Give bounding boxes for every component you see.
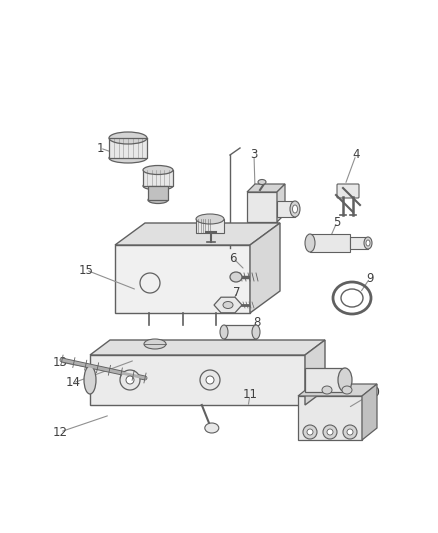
Polygon shape	[362, 384, 377, 440]
Polygon shape	[115, 223, 280, 245]
Polygon shape	[305, 368, 345, 392]
Ellipse shape	[220, 325, 228, 339]
Text: 1: 1	[96, 141, 104, 155]
Ellipse shape	[126, 376, 134, 384]
Polygon shape	[196, 219, 224, 233]
Text: 8: 8	[253, 317, 261, 329]
Text: 11: 11	[243, 389, 258, 401]
Ellipse shape	[307, 429, 313, 435]
Ellipse shape	[84, 366, 96, 394]
Ellipse shape	[109, 153, 147, 163]
Ellipse shape	[341, 289, 363, 307]
Ellipse shape	[148, 197, 168, 204]
Text: 2: 2	[161, 166, 169, 179]
Polygon shape	[250, 223, 280, 313]
Ellipse shape	[293, 205, 297, 213]
Ellipse shape	[323, 425, 337, 439]
Ellipse shape	[144, 339, 166, 349]
Text: 3: 3	[250, 149, 258, 161]
FancyBboxPatch shape	[337, 184, 359, 198]
Text: 9: 9	[366, 271, 374, 285]
Text: 4: 4	[352, 149, 360, 161]
Ellipse shape	[338, 368, 352, 392]
Text: 10: 10	[366, 386, 381, 400]
Polygon shape	[247, 184, 285, 192]
Polygon shape	[214, 297, 242, 313]
Ellipse shape	[206, 376, 214, 384]
Text: 7: 7	[233, 286, 241, 298]
Text: 15: 15	[78, 263, 93, 277]
Ellipse shape	[322, 386, 332, 394]
Polygon shape	[143, 170, 173, 186]
Ellipse shape	[120, 370, 140, 390]
Ellipse shape	[200, 370, 220, 390]
Ellipse shape	[258, 180, 266, 184]
Ellipse shape	[109, 132, 147, 144]
Ellipse shape	[252, 325, 260, 339]
Ellipse shape	[223, 302, 233, 309]
Text: 6: 6	[229, 252, 237, 264]
Ellipse shape	[342, 386, 352, 394]
Ellipse shape	[196, 214, 224, 224]
Text: 14: 14	[66, 376, 81, 390]
Polygon shape	[90, 340, 325, 355]
Polygon shape	[277, 201, 295, 217]
Polygon shape	[298, 384, 377, 396]
Ellipse shape	[230, 272, 242, 282]
Text: 12: 12	[53, 425, 67, 439]
Polygon shape	[350, 237, 368, 249]
Ellipse shape	[347, 429, 353, 435]
Ellipse shape	[366, 240, 370, 246]
Ellipse shape	[305, 234, 315, 252]
Text: 5: 5	[333, 215, 341, 229]
Polygon shape	[90, 355, 305, 405]
Ellipse shape	[205, 423, 219, 433]
Polygon shape	[305, 340, 325, 405]
Ellipse shape	[143, 182, 173, 190]
Ellipse shape	[143, 166, 173, 174]
Polygon shape	[224, 325, 256, 339]
Ellipse shape	[290, 201, 300, 217]
Ellipse shape	[343, 425, 357, 439]
Polygon shape	[115, 245, 250, 313]
Polygon shape	[148, 186, 168, 200]
Polygon shape	[247, 192, 277, 222]
Ellipse shape	[327, 429, 333, 435]
Ellipse shape	[303, 425, 317, 439]
Polygon shape	[277, 184, 285, 222]
Text: 13: 13	[53, 356, 67, 368]
Polygon shape	[298, 396, 362, 440]
Polygon shape	[109, 138, 147, 158]
Polygon shape	[310, 234, 350, 252]
Ellipse shape	[364, 237, 372, 249]
